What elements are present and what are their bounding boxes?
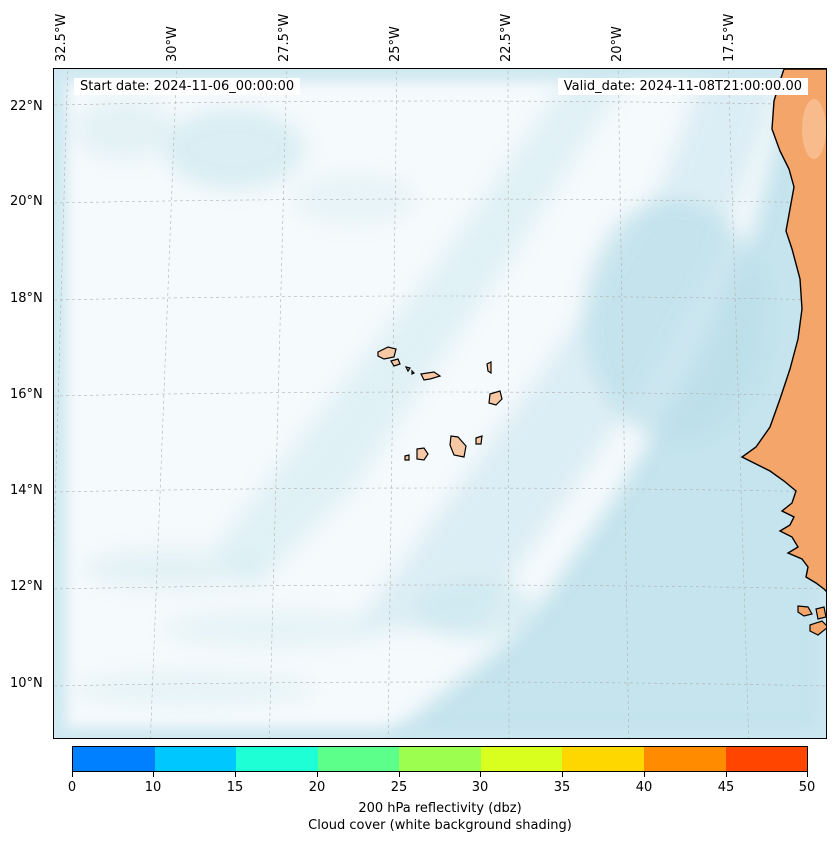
lon-label-22-5w: 22.5°W [499, 13, 514, 62]
reflectivity-colorbar [72, 746, 808, 772]
colorbar-tick-label: 10 [144, 780, 162, 795]
cloud-cover-layer [54, 69, 826, 738]
colorbar-title: 200 hPa reflectivity (dbz) [358, 801, 522, 816]
colorbar-tick [317, 772, 318, 777]
colorbar-segment-30-35 [480, 747, 563, 771]
lat-label-22n: 22°N [10, 99, 43, 114]
lon-label-17-5w: 17.5°W [722, 13, 737, 62]
map-canvas [54, 69, 826, 738]
colorbar-tick [399, 772, 400, 777]
colorbar-subtitle: Cloud cover (white background shading) [308, 818, 572, 833]
lat-label-20n: 20°N [10, 194, 43, 209]
colorbar-tick-label: 0 [67, 780, 77, 795]
colorbar-segment-0-10 [73, 747, 155, 771]
lon-label-32-5w: 32.5°W [54, 13, 69, 62]
graticule [54, 69, 826, 738]
lat-label-12n: 12°N [10, 579, 43, 594]
colorbar-segment-15-20 [236, 747, 318, 771]
colorbar-tick [562, 772, 563, 777]
colorbar-tick [726, 772, 727, 777]
africa-coastline [740, 69, 826, 636]
cape-verde-islands [377, 346, 503, 461]
start-date-label: Start date: 2024-11-06_00:00:00 [74, 78, 301, 95]
lat-label-14n: 14°N [10, 483, 43, 498]
colorbar-tick-label: 30 [471, 780, 489, 795]
colorbar-tick-label: 20 [308, 780, 326, 795]
colorbar-tick [480, 772, 481, 777]
colorbar-segment-45-50 [725, 747, 808, 771]
colorbar-tick [807, 772, 808, 777]
colorbar-tick-label: 50 [798, 780, 816, 795]
colorbar-tick-label: 40 [635, 780, 653, 795]
lat-label-16n: 16°N [10, 387, 43, 402]
colorbar-tick [153, 772, 154, 777]
colorbar-segment-20-25 [317, 747, 400, 771]
lat-label-18n: 18°N [10, 291, 43, 306]
colorbar-tick [235, 772, 236, 777]
lon-label-30w: 30°W [165, 26, 180, 62]
colorbar-tick-label: 15 [226, 780, 244, 795]
colorbar-segment-25-30 [399, 747, 481, 771]
colorbar-tick [644, 772, 645, 777]
colorbar-tick-label: 25 [390, 780, 408, 795]
lon-label-20w: 20°W [610, 26, 625, 62]
colorbar-tick-label: 35 [553, 780, 571, 795]
colorbar-tick [72, 772, 73, 777]
colorbar-tick-label: 45 [717, 780, 735, 795]
lon-label-27-5w: 27.5°W [277, 13, 292, 62]
colorbar-segment-40-45 [643, 747, 726, 771]
lat-label-10n: 10°N [10, 676, 43, 691]
map-panel[interactable]: Start date: 2024-11-06_00:00:00 Valid_da… [53, 68, 827, 739]
lon-label-25w: 25°W [388, 26, 403, 62]
valid-date-label: Valid_date: 2024-11-08T21:00:00.00 [557, 78, 808, 95]
colorbar-segment-35-40 [562, 747, 644, 771]
colorbar-segment-10-15 [154, 747, 237, 771]
